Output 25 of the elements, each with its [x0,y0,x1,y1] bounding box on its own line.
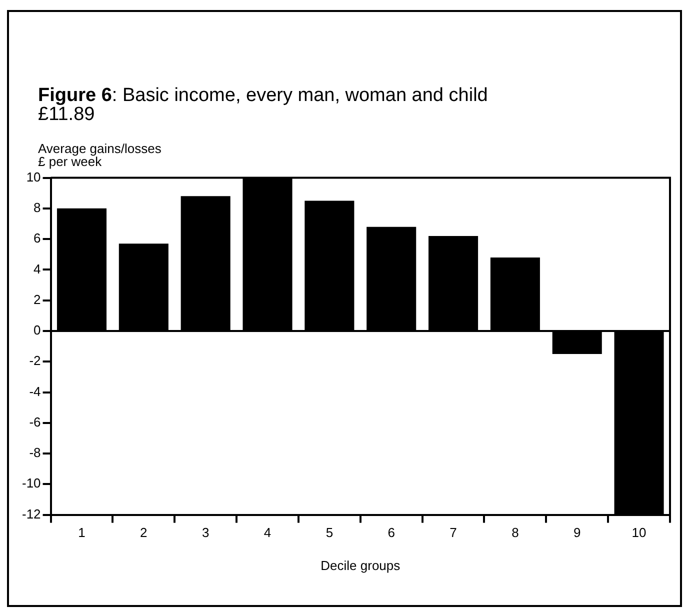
y-tick-label: -6 [29,414,41,430]
y-tick-label: -10 [22,476,41,491]
x-tick-label: 1 [78,525,86,540]
chart-title: Figure 6: Basic income, every man, woman and child £11.89 [38,85,489,125]
x-tick-label: 4 [264,525,272,540]
x-tick-label: 3 [202,525,210,540]
x-tick-label: 7 [450,525,457,540]
y-tick-label: 4 [34,261,41,276]
y-axis-title: Average gains/losses £ per week [38,141,162,169]
x-tick-label: 10 [632,525,646,540]
x-axis-title: Decile groups [320,558,401,573]
x-tick-label: 6 [388,525,395,540]
y-tick-label: 8 [34,200,41,216]
y-tick-label: 2 [34,292,41,307]
y-tick-label: 0 [34,322,41,338]
y-tick-label: -2 [29,353,41,368]
x-tick-label: 5 [326,525,334,540]
x-tick-label: 8 [512,525,519,540]
y-tick-label: -8 [29,445,41,460]
y-tick-label: 6 [34,230,41,246]
y-tick-label: -4 [29,384,41,399]
y-tick-label: -12 [22,506,41,522]
x-tick-label: 2 [140,525,148,540]
x-tick-label: 9 [574,525,581,540]
y-tick-label: 10 [26,169,41,184]
